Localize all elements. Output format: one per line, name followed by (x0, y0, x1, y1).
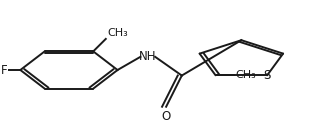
Text: CH₃: CH₃ (235, 70, 256, 80)
Text: CH₃: CH₃ (107, 28, 128, 38)
Text: O: O (162, 110, 171, 123)
Text: S: S (263, 69, 271, 82)
Text: NH: NH (138, 50, 156, 63)
Text: F: F (1, 64, 7, 76)
